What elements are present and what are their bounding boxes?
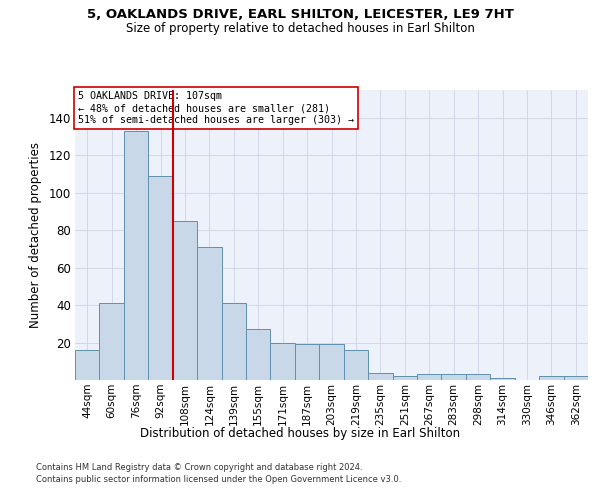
Text: Distribution of detached houses by size in Earl Shilton: Distribution of detached houses by size … (140, 428, 460, 440)
Bar (295, 344, 319, 380)
Bar (417, 374, 442, 380)
Text: Contains public sector information licensed under the Open Government Licence v3: Contains public sector information licen… (36, 475, 401, 484)
Bar (173, 221, 197, 380)
Bar (563, 376, 588, 380)
Bar (368, 372, 392, 380)
Bar (539, 376, 563, 380)
Bar (246, 330, 271, 380)
Bar (319, 344, 344, 380)
Bar (490, 378, 515, 380)
Bar (221, 304, 246, 380)
Bar (148, 176, 173, 380)
Bar (466, 374, 490, 380)
Bar (197, 247, 221, 380)
Bar (442, 374, 466, 380)
Bar (100, 304, 124, 380)
Bar (75, 350, 100, 380)
Text: 5 OAKLANDS DRIVE: 107sqm
← 48% of detached houses are smaller (281)
51% of semi-: 5 OAKLANDS DRIVE: 107sqm ← 48% of detach… (77, 92, 353, 124)
Text: Contains HM Land Registry data © Crown copyright and database right 2024.: Contains HM Land Registry data © Crown c… (36, 464, 362, 472)
Text: Size of property relative to detached houses in Earl Shilton: Size of property relative to detached ho… (125, 22, 475, 35)
Bar (392, 376, 417, 380)
Bar (124, 131, 148, 380)
Y-axis label: Number of detached properties: Number of detached properties (29, 142, 41, 328)
Bar (344, 350, 368, 380)
Text: 5, OAKLANDS DRIVE, EARL SHILTON, LEICESTER, LE9 7HT: 5, OAKLANDS DRIVE, EARL SHILTON, LEICEST… (86, 8, 514, 20)
Bar (271, 342, 295, 380)
